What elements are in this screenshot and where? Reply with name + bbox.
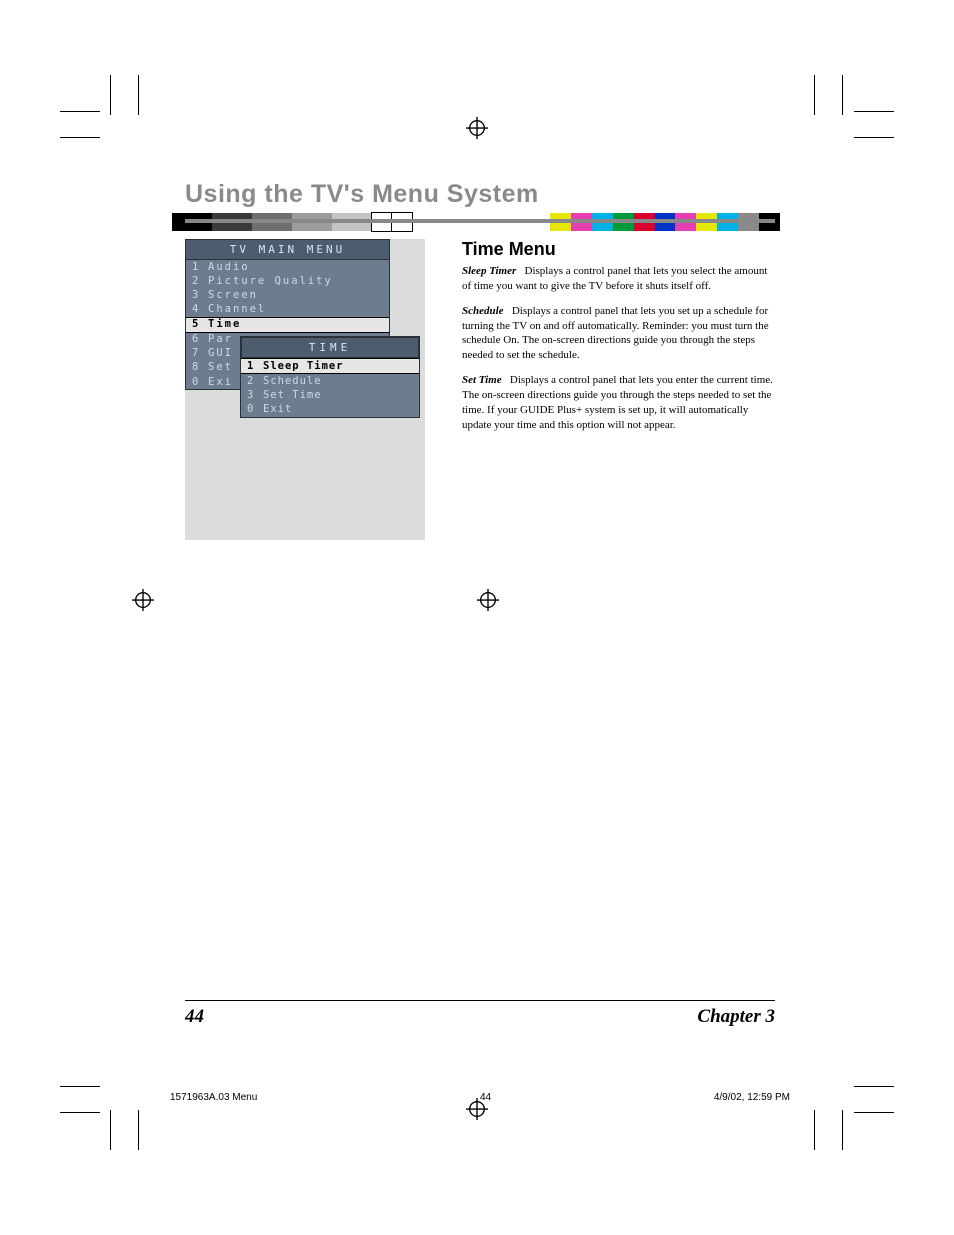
menu-item-label: Set (208, 361, 233, 374)
definition-term: Schedule (462, 305, 504, 317)
registration-mark-icon (477, 589, 499, 611)
tv-time-submenu-item[interactable]: 0Exit (241, 402, 419, 416)
definition-paragraph: Sleep Timer Displays a control panel tha… (462, 264, 775, 294)
page-content: Using the TV's Menu System TV MAIN MENU … (185, 180, 775, 540)
definition-body: Displays a control panel that lets you e… (462, 374, 773, 431)
chapter-title: Using the TV's Menu System (185, 180, 775, 209)
crop-mark (80, 1080, 150, 1120)
footer-chapter-ref: Chapter 3 (697, 1006, 775, 1028)
menu-item-label: Exi (208, 376, 233, 389)
menu-item-number: 1 (247, 360, 263, 373)
menu-item-label: Sleep Timer (263, 360, 344, 373)
registration-mark-icon (466, 117, 488, 139)
menu-item-label: Screen (208, 289, 258, 302)
tv-time-submenu-title: TIME (241, 337, 419, 358)
menu-item-number: 7 (192, 347, 208, 360)
tv-main-menu-item[interactable]: 4Channel (186, 302, 389, 316)
menu-item-label: Channel (208, 303, 266, 316)
menu-item-label: Set Time (263, 389, 322, 402)
slug-filename: 1571963A.03 Menu (170, 1092, 257, 1103)
page-footer: 44 Chapter 3 (185, 1006, 775, 1028)
figure-column: TV MAIN MENU 1Audio2Picture Quality3Scre… (185, 239, 440, 540)
menu-item-number: 8 (192, 361, 208, 374)
menu-item-label: Exit (263, 403, 292, 416)
menu-item-label: Schedule (263, 375, 322, 388)
definition-paragraph: Set Time Displays a control panel that l… (462, 373, 775, 432)
menu-item-number: 2 (192, 275, 208, 288)
slug-page: 44 (480, 1092, 491, 1103)
menu-item-label: Time (208, 318, 241, 331)
menu-item-number: 1 (192, 261, 208, 274)
registration-mark-icon (132, 589, 154, 611)
tv-time-submenu-item[interactable]: 3Set Time (241, 388, 419, 402)
menu-item-number: 4 (192, 303, 208, 316)
tv-time-submenu-list: 1Sleep Timer2Schedule3Set Time0Exit (241, 358, 419, 417)
slug-timestamp: 4/9/02, 12:59 PM (714, 1092, 790, 1103)
footer-page-number: 44 (185, 1006, 204, 1028)
menu-item-label: Par (208, 333, 233, 346)
definition-term: Sleep Timer (462, 265, 516, 277)
footer-rule (185, 1000, 775, 1001)
text-column: Time Menu Sleep Timer Displays a control… (462, 239, 775, 442)
top-crop-row (0, 105, 954, 145)
menu-item-number: 0 (247, 403, 263, 416)
tv-time-submenu-panel: TIME 1Sleep Timer2Schedule3Set Time0Exit (240, 336, 420, 418)
crop-mark (804, 1080, 874, 1120)
tv-menu-figure: TV MAIN MENU 1Audio2Picture Quality3Scre… (185, 239, 425, 540)
title-rule (185, 219, 775, 223)
menu-item-number: 0 (192, 376, 208, 389)
tv-main-menu-item[interactable]: 3Screen (186, 288, 389, 302)
tv-main-menu-title: TV MAIN MENU (185, 239, 390, 260)
tv-main-menu-item[interactable]: 2Picture Quality (186, 274, 389, 288)
crop-mark (80, 105, 150, 145)
menu-item-label: Audio (208, 261, 250, 274)
tv-time-submenu-item[interactable]: 2Schedule (241, 374, 419, 388)
two-column-layout: TV MAIN MENU 1Audio2Picture Quality3Scre… (185, 239, 775, 540)
crop-mark (804, 105, 874, 145)
tv-main-menu-item[interactable]: 1Audio (186, 260, 389, 274)
definition-paragraph: Schedule Displays a control panel that l… (462, 304, 775, 363)
menu-item-label: Picture Quality (208, 275, 333, 288)
menu-item-number: 5 (192, 318, 208, 331)
definition-term: Set Time (462, 374, 502, 386)
tv-time-submenu-item[interactable]: 1Sleep Timer (241, 358, 419, 374)
tv-main-menu-item[interactable]: 5Time (186, 317, 389, 333)
menu-item-number: 3 (247, 389, 263, 402)
menu-item-label: GUI (208, 347, 233, 360)
section-heading: Time Menu (462, 239, 775, 260)
menu-item-number: 3 (192, 289, 208, 302)
definition-body: Displays a control panel that lets you s… (462, 305, 769, 362)
menu-item-number: 2 (247, 375, 263, 388)
menu-item-number: 6 (192, 333, 208, 346)
slugline: 1571963A.03 Menu 44 4/9/02, 12:59 PM (170, 1092, 790, 1103)
